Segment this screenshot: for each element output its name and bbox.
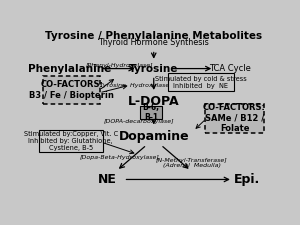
Text: [Tyrosine  Hydroxylase]: [Tyrosine Hydroxylase] [97, 83, 171, 88]
Text: Stimulated by cold & stress
Inhibited  by  NE: Stimulated by cold & stress Inhibited by… [155, 76, 247, 88]
Text: Tyrosine: Tyrosine [129, 64, 178, 74]
Text: Dopamine: Dopamine [118, 130, 189, 143]
Text: Epi.: Epi. [234, 173, 260, 186]
FancyBboxPatch shape [140, 106, 162, 119]
FancyBboxPatch shape [43, 76, 100, 104]
Text: Tyrosine / Phenylalanine Metabolites: Tyrosine / Phenylalanine Metabolites [45, 31, 262, 41]
Text: NE: NE [98, 173, 117, 186]
Text: (Adrenal  Medulla): (Adrenal Medulla) [163, 163, 221, 168]
Text: L-DOPA: L-DOPA [128, 95, 180, 108]
Text: [Phenyl-Hydroxylase]: [Phenyl-Hydroxylase] [86, 63, 154, 68]
Text: CO-FACTORS:
B3 / Fe / Biopterin: CO-FACTORS: B3 / Fe / Biopterin [29, 80, 114, 99]
Text: Stimulated by:Copper, Vit. C
Inhibited by: Glutathione,
Cystiene, B-5: Stimulated by:Copper, Vit. C Inhibited b… [23, 131, 118, 151]
Text: B-6,
B-1: B-6, B-1 [142, 103, 159, 122]
Text: Thyroid Hormone Synthesis: Thyroid Hormone Synthesis [98, 38, 209, 47]
FancyBboxPatch shape [168, 73, 234, 91]
Text: CO-FACTORS:
SAMe / B12 /
Folate: CO-FACTORS: SAMe / B12 / Folate [203, 104, 266, 133]
FancyBboxPatch shape [39, 130, 103, 152]
Text: [Dopa-Beta-Hydroxylase]: [Dopa-Beta-Hydroxylase] [80, 155, 160, 160]
Text: Phenylalanine: Phenylalanine [28, 64, 112, 74]
FancyBboxPatch shape [205, 104, 264, 133]
Text: TCA Cycle: TCA Cycle [209, 64, 251, 73]
Text: [N-Methyl-Transferase]: [N-Methyl-Transferase] [156, 158, 228, 163]
Text: [DOPA-decarboxylase]: [DOPA-decarboxylase] [103, 119, 174, 124]
